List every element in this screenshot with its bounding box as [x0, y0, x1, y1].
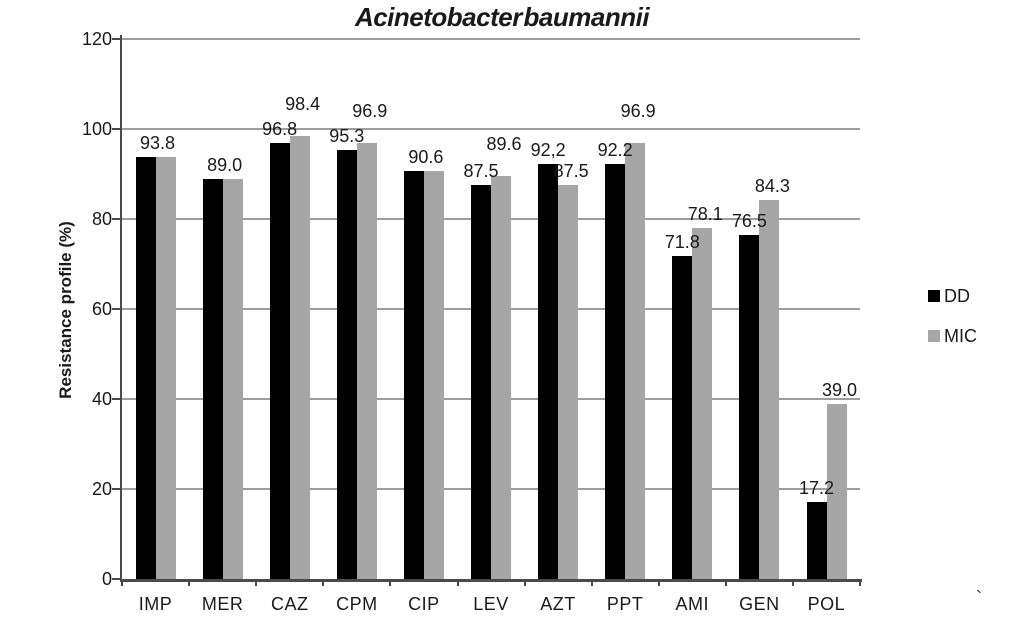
bar-mer-dd [202, 178, 223, 579]
bar-label-lev-mic: 89.6 [486, 133, 522, 154]
legend-item-mic: MIC [928, 326, 977, 346]
gridline-120 [122, 38, 860, 40]
x-tick-label-cip: CIP [408, 594, 440, 614]
x-tick-label-ami: AMI [675, 594, 709, 614]
x-tick-mark-3 [322, 579, 325, 586]
y-tick-label-80: 80 [91, 209, 112, 229]
bar-label-pol-dd: 17.2 [798, 477, 835, 498]
y-tick-mark-0 [112, 578, 122, 580]
bar-mer-mic [222, 178, 243, 579]
bar-label-azt-dd: 92,2 [530, 140, 566, 161]
legend-label-dd: DD [944, 286, 970, 306]
x-tick-label-cpm: CPM [336, 594, 378, 614]
bar-label-mer-dd: 89.0 [207, 154, 243, 175]
y-tick-mark-40 [112, 398, 122, 400]
y-tick-mark-80 [112, 218, 122, 220]
x-tick-label-caz: CAZ [270, 594, 309, 614]
bar-ppt-dd [605, 164, 626, 579]
y-tick-mark-60 [112, 308, 122, 310]
bar-cpm-dd [336, 150, 357, 579]
bar-label-ami-mic: 78.1 [687, 203, 723, 224]
bar-azt-dd [538, 164, 559, 579]
bar-caz-mic [289, 136, 310, 579]
legend-swatch-dd [928, 290, 940, 302]
bar-lev-dd [471, 185, 491, 580]
y-tick-label-60: 60 [91, 299, 112, 319]
y-tick-mark-100 [112, 128, 122, 130]
bar-cip-mic [423, 171, 444, 579]
bar-label-imp-dd: 93.8 [139, 132, 176, 153]
bar-label-gen-mic: 84.3 [754, 175, 790, 196]
bar-label-ppt-dd: 92.2 [597, 140, 633, 161]
x-tick-mark-7 [590, 579, 593, 586]
y-tick-mark-120 [112, 38, 122, 40]
bar-label-cpm-mic: 96.9 [352, 100, 388, 121]
y-tick-mark-20 [112, 488, 122, 490]
bar-label-lev-dd: 87.5 [463, 161, 499, 182]
bar-label-cip-dd: 90.6 [408, 147, 444, 168]
x-tick-mark-8 [657, 579, 660, 586]
bar-lev-mic [491, 175, 511, 579]
bar-azt-mic [558, 185, 579, 580]
bar-ppt-mic [625, 142, 646, 579]
x-tick-mark-0 [121, 579, 123, 586]
x-tick-mark-2 [255, 579, 258, 586]
bar-imp-mic [155, 156, 176, 579]
bar-label-pol-mic: 39.0 [821, 379, 858, 400]
bar-imp-dd [135, 156, 156, 579]
chart-title: Acinetobacter baumannii [354, 2, 650, 32]
bar-label-gen-dd: 76.5 [731, 210, 767, 231]
bar-label-ppt-mic: 96.9 [620, 100, 656, 121]
bar-ami-mic [692, 227, 713, 579]
stray-backtick-mark: ` [976, 588, 982, 608]
y-tick-label-120: 120 [81, 29, 112, 49]
gridline-100 [122, 128, 860, 130]
bar-pol-dd [806, 501, 827, 579]
bar-ami-dd [672, 255, 693, 579]
x-tick-mark-10 [791, 579, 794, 586]
bar-gen-dd [739, 234, 760, 580]
y-tick-label-20: 20 [91, 479, 112, 499]
x-tick-label-azt: AZT [540, 594, 576, 614]
x-tick-label-gen: GEN [739, 594, 780, 614]
x-tick-mark-6 [523, 579, 526, 586]
bar-label-cpm-dd: 95.3 [329, 126, 365, 147]
bar-gen-mic [759, 199, 780, 579]
bar-label-caz-dd: 96.8 [262, 119, 298, 140]
x-tick-mark-4 [389, 579, 392, 586]
x-tick-mark-5 [456, 579, 459, 586]
y-tick-label-0: 0 [101, 569, 112, 589]
x-tick-mark-11 [859, 579, 861, 586]
x-tick-label-pol: POL [807, 594, 846, 614]
bar-cip-dd [403, 171, 424, 579]
bar-label-ami-dd: 71.8 [664, 231, 700, 252]
y-axis-line [120, 35, 122, 581]
legend: DD MIC [928, 286, 977, 368]
x-tick-label-imp: IMP [138, 594, 173, 614]
x-tick-label-mer: MER [201, 594, 244, 614]
legend-label-mic: MIC [944, 326, 977, 346]
x-tick-mark-9 [724, 579, 727, 586]
x-tick-label-lev: LEV [473, 594, 509, 614]
x-tick-mark-1 [188, 579, 191, 586]
legend-swatch-mic [928, 330, 940, 342]
legend-item-dd: DD [928, 286, 977, 306]
x-axis-line [120, 579, 862, 582]
x-tick-label-ppt: PPT [606, 594, 644, 614]
bar-pol-mic [826, 403, 847, 579]
y-tick-label-100: 100 [81, 119, 112, 139]
bar-caz-dd [269, 143, 290, 579]
y-tick-label-40: 40 [91, 389, 112, 409]
bar-label-caz-mic: 98.4 [285, 94, 321, 115]
bar-label-azt-mic: 87.5 [553, 161, 589, 182]
bar-cpm-mic [356, 142, 377, 579]
